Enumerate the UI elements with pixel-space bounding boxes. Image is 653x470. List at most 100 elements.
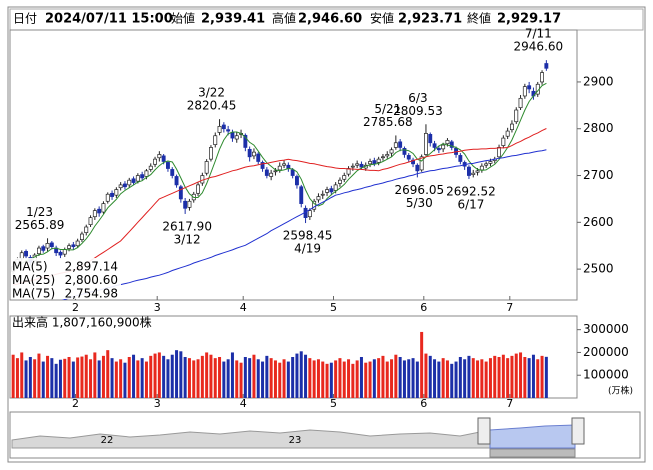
volume-bar	[123, 362, 127, 398]
y-tick-label: 2800	[583, 121, 614, 135]
volume-bar	[183, 357, 187, 398]
volume-bar	[540, 355, 544, 398]
volume-unit: (万株)	[608, 385, 633, 397]
header-label: 安値	[370, 11, 394, 26]
candle-body	[333, 184, 338, 191]
scrollbar[interactable]	[489, 448, 576, 458]
header-value: 2,939.41	[201, 12, 265, 27]
volume-bar	[295, 353, 299, 398]
volume-bar	[476, 360, 480, 398]
volume-bar	[291, 357, 295, 398]
volume-bar	[84, 354, 88, 398]
annotation-value: 2696.05	[395, 183, 445, 197]
volume-bar	[381, 355, 385, 398]
volume-bar	[239, 362, 243, 398]
candle-body	[540, 72, 545, 83]
legend-name: MA(75)	[12, 287, 55, 301]
volume-bar	[205, 352, 209, 398]
candle-body	[140, 174, 145, 179]
volume-bar	[153, 353, 157, 398]
volume-bar	[58, 359, 62, 398]
volume-bar	[390, 359, 394, 398]
volume-bar	[187, 358, 191, 398]
annotation-value: 2617.90	[162, 219, 212, 233]
candle-body	[196, 184, 200, 194]
candle-body	[24, 250, 29, 257]
volume-bar	[170, 354, 174, 398]
candle-body	[62, 249, 67, 255]
header-value: 2,923.71	[398, 12, 462, 27]
candle-body	[338, 179, 342, 184]
ma-line	[13, 128, 547, 286]
volume-bar	[458, 357, 462, 398]
volume-bar	[127, 357, 131, 398]
candle-body	[183, 200, 188, 209]
candle-body	[264, 169, 269, 176]
candle-body	[45, 243, 50, 249]
ma-line	[12, 82, 547, 270]
candle-body	[144, 170, 149, 177]
candle-body	[436, 148, 441, 151]
annotation-date: 1/23	[26, 205, 53, 219]
candle-body	[372, 160, 377, 165]
y-tick-label: 200000	[583, 345, 629, 359]
candle-body	[166, 162, 170, 169]
candle-body	[424, 133, 428, 155]
annotation-value: 2692.52	[446, 185, 496, 199]
x-tick-label: 2	[72, 301, 79, 314]
volume-bar	[200, 355, 204, 398]
volume-bar	[308, 358, 312, 398]
volume-bar	[385, 361, 389, 398]
candle-body	[217, 126, 222, 133]
candle-body	[406, 155, 411, 160]
volume-bar	[355, 360, 359, 398]
volume-bar	[454, 361, 458, 398]
candle-body	[368, 161, 373, 165]
volume-bar	[527, 358, 531, 398]
volume-bar	[510, 355, 514, 398]
candle-body	[299, 186, 304, 204]
volume-bar	[89, 359, 93, 398]
candle-body	[277, 165, 282, 171]
volume-bar	[54, 363, 58, 398]
volume-bar	[329, 362, 333, 398]
volume-bar	[136, 360, 140, 398]
candle-body	[484, 163, 489, 166]
candle-body	[41, 246, 46, 251]
volume-title: 出来高 1,807,160,900株	[12, 315, 152, 330]
volume-bar	[230, 352, 234, 398]
volume-bar	[162, 355, 166, 398]
candle-body	[187, 200, 192, 208]
candle-body	[273, 170, 278, 173]
candle-body	[226, 129, 231, 132]
navigator-label: 22	[101, 435, 114, 446]
volume-bar	[265, 355, 269, 398]
x-tick-label: 2	[72, 397, 79, 410]
x-tick-label: 3	[154, 397, 161, 410]
candle-body	[389, 149, 394, 154]
annotation-value: 2785.68	[363, 115, 413, 129]
volume-bar	[506, 358, 510, 398]
volume-bar	[67, 357, 71, 398]
navigator-handle[interactable]	[477, 417, 491, 445]
navigator-handle[interactable]	[571, 417, 585, 445]
annotation-value: 2565.89	[15, 218, 65, 232]
volume-bar	[196, 359, 200, 398]
candle-body	[527, 85, 532, 90]
candle-body	[479, 165, 484, 171]
volume-bar	[218, 357, 222, 398]
volume-bar	[71, 361, 75, 398]
volume-bar	[222, 361, 226, 398]
candle-body	[307, 210, 312, 218]
volume-bar	[101, 355, 105, 398]
y-tick-label: 300000	[583, 322, 629, 336]
candle-body	[148, 165, 153, 170]
candle-body	[505, 130, 510, 137]
candle-body	[67, 245, 71, 249]
volume-bar	[37, 353, 41, 398]
candle-body	[88, 217, 93, 226]
candle-body	[350, 165, 355, 168]
header-value: 2024/07/11 15:00	[45, 12, 173, 27]
x-tick-label: 7	[506, 301, 513, 314]
